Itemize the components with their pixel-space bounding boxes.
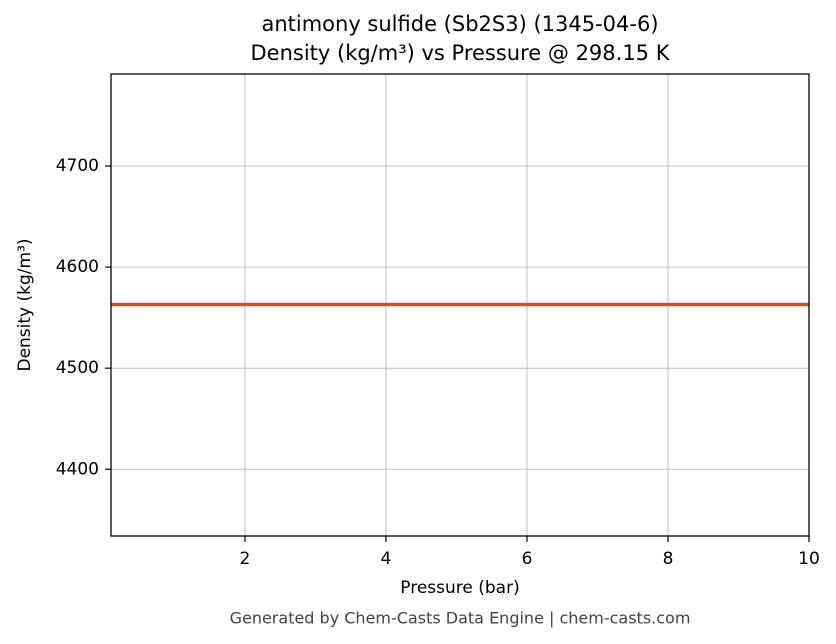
x-tick-label: 2 bbox=[240, 549, 251, 569]
chart-subtitle: Density (kg/m³) vs Pressure @ 298.15 K bbox=[250, 41, 670, 65]
x-tick-label: 4 bbox=[381, 549, 392, 569]
x-tick-label: 6 bbox=[522, 549, 533, 569]
y-axis-label: Density (kg/m³) bbox=[15, 238, 35, 371]
plot-frame bbox=[110, 73, 810, 537]
y-tick-label: 4600 bbox=[56, 257, 99, 277]
chart-title: antimony sulfide (Sb2S3) (1345-04-6) bbox=[261, 12, 658, 36]
y-tick-label: 4700 bbox=[56, 156, 99, 176]
x-tick-label: 10 bbox=[798, 549, 820, 569]
x-tick-label: 8 bbox=[663, 549, 674, 569]
y-tick-label: 4500 bbox=[56, 358, 99, 378]
y-tick-label: 4400 bbox=[56, 459, 99, 479]
x-axis-label: Pressure (bar) bbox=[400, 578, 519, 598]
footer: Generated by Chem-Casts Data Engine | ch… bbox=[230, 609, 691, 628]
